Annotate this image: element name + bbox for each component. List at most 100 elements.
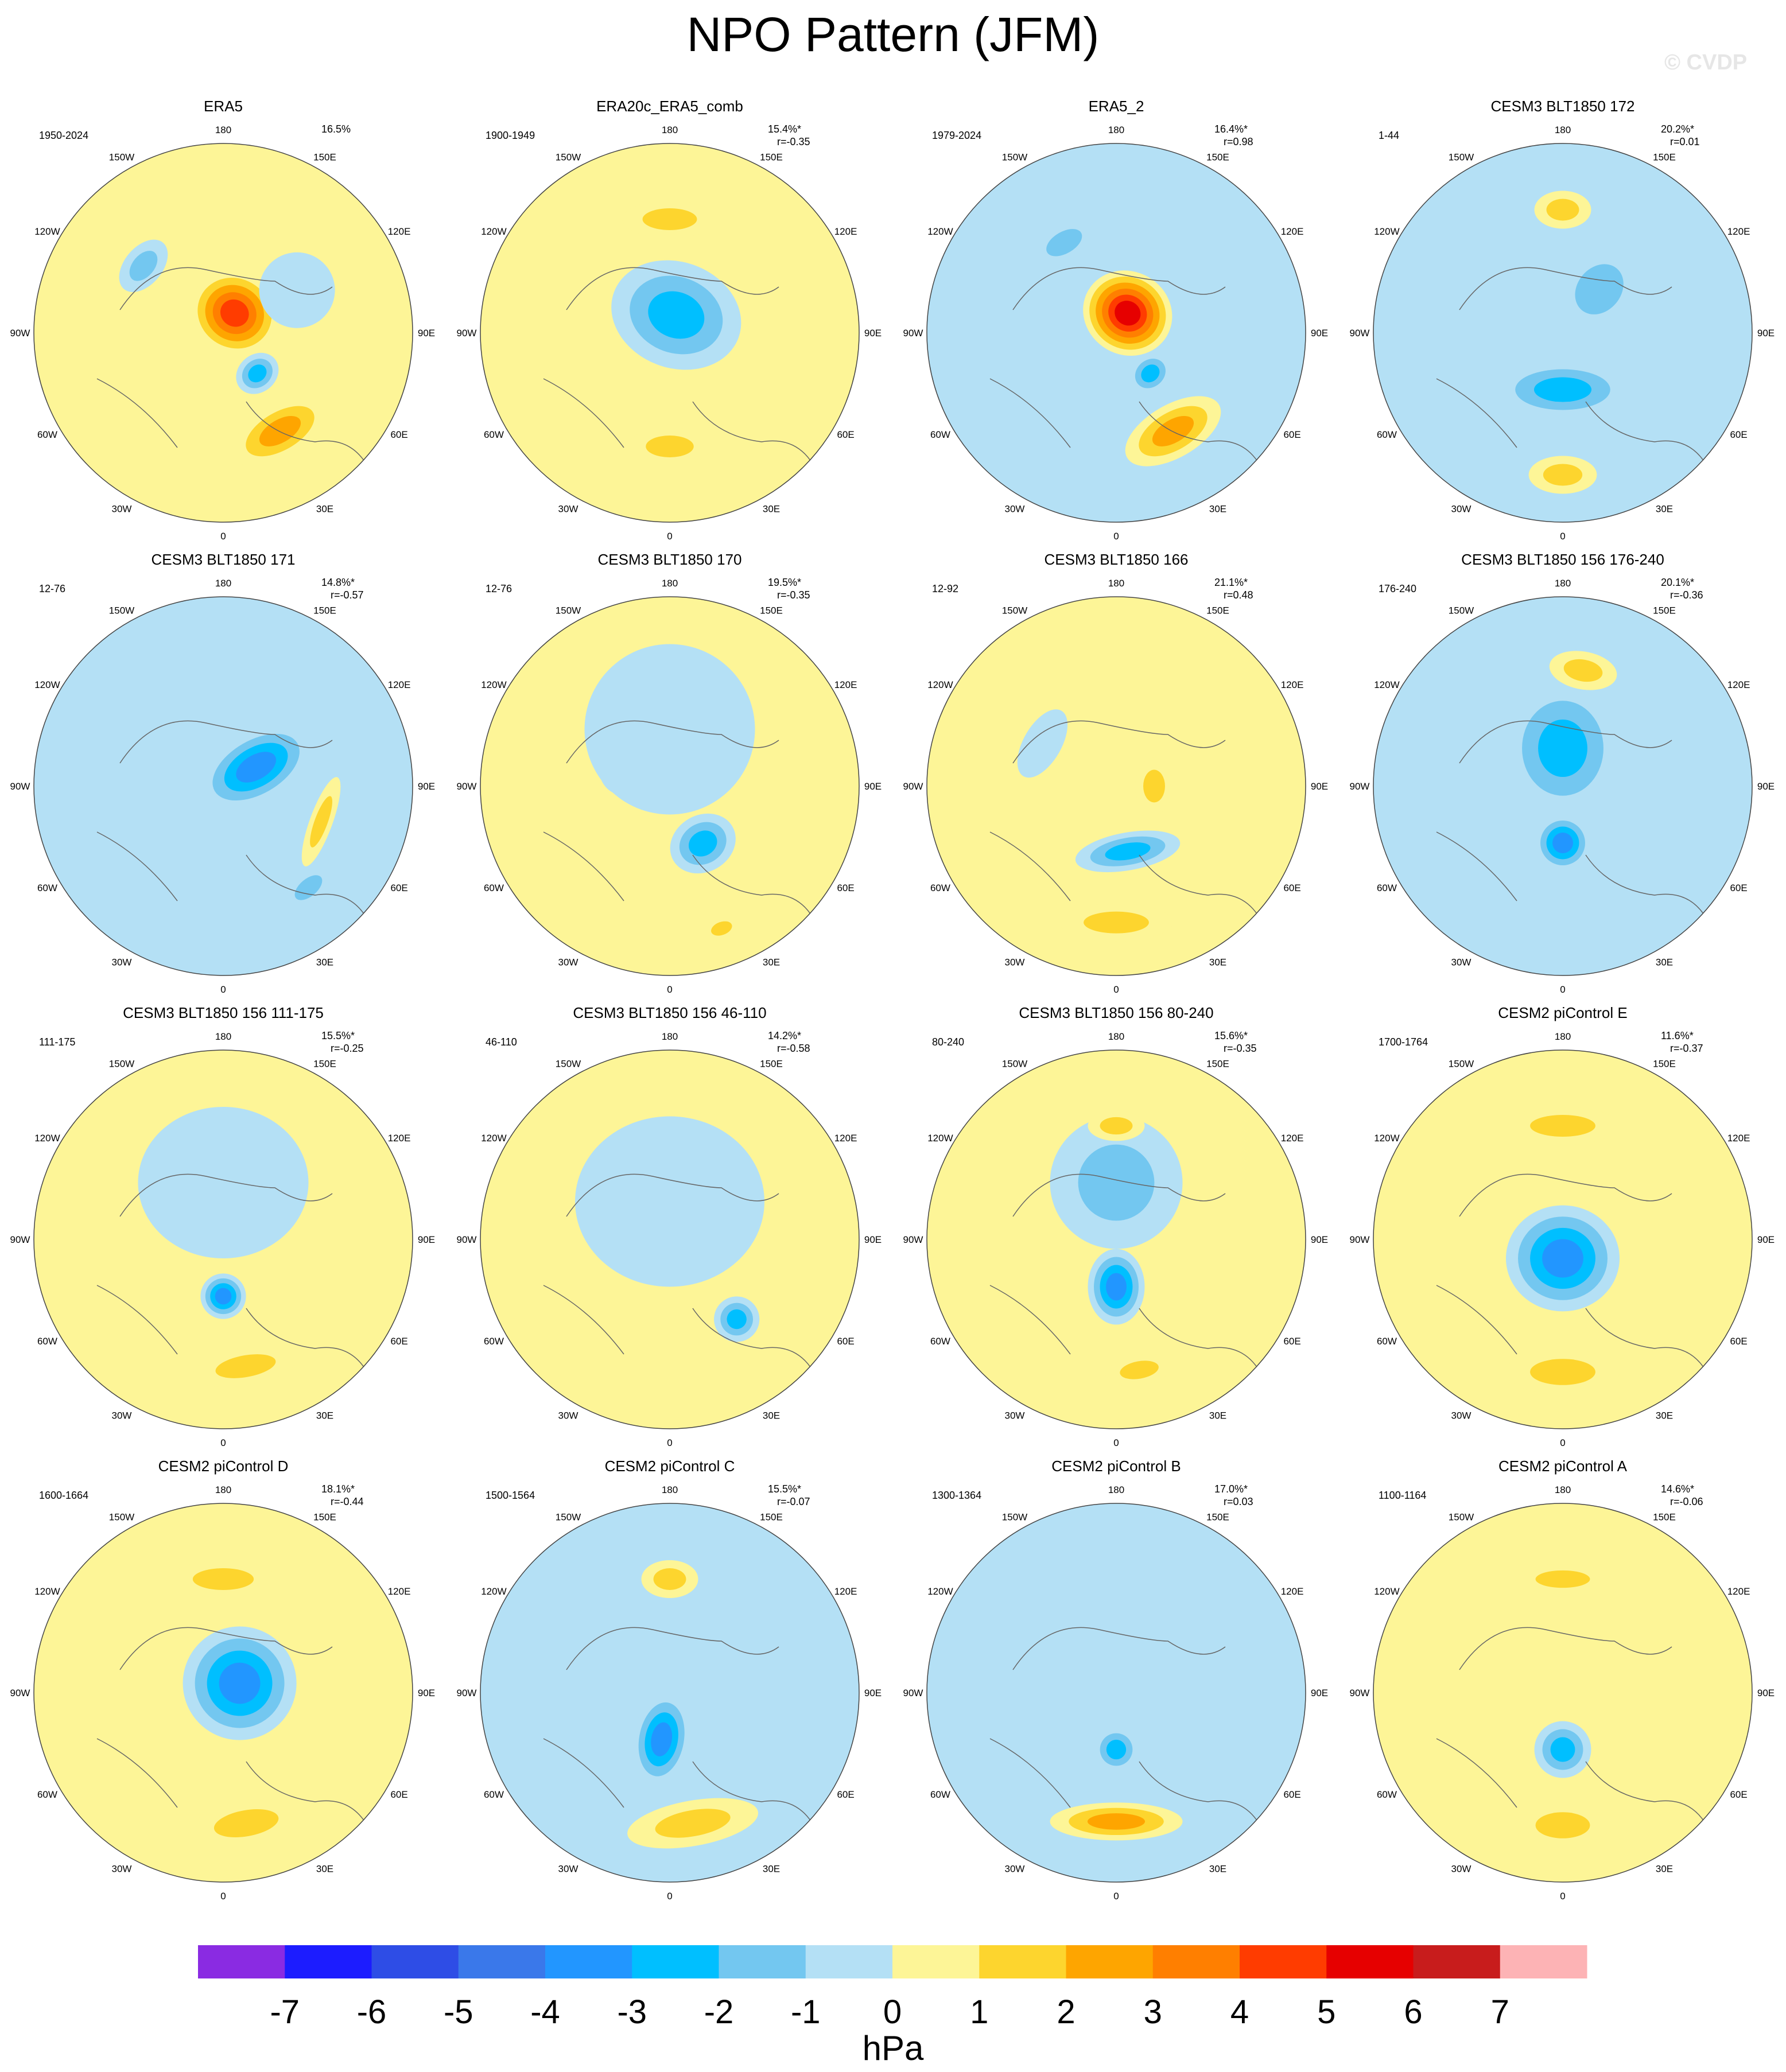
longitude-label: 150E (760, 1058, 783, 1069)
colorbar-tick-label: -2 (704, 1993, 734, 2031)
contour-blob (220, 299, 249, 327)
coastline (96, 720, 367, 919)
longitude-label: 150E (1653, 1058, 1676, 1069)
panel-years: 80-240 (932, 1036, 965, 1048)
map-boundary (480, 1503, 860, 1883)
longitude-label: 0 (667, 531, 672, 542)
panel-correlation: r=-0.58 (777, 1043, 810, 1054)
coastline (1436, 720, 1707, 919)
longitude-label: 90W (10, 328, 30, 339)
longitude-label: 120E (1281, 679, 1304, 690)
longitude-label: 90E (418, 1688, 435, 1698)
longitude-label: 150E (1206, 151, 1229, 162)
map-boundary (480, 596, 860, 976)
longitude-label: 0 (1560, 984, 1565, 995)
contour-blob (1530, 1115, 1595, 1137)
field-layer (34, 1503, 413, 1882)
coastline (543, 1173, 814, 1372)
panel-stats: 11.6%* r=-0.37 (1661, 1029, 1703, 1055)
contour-blob (236, 752, 277, 783)
colorbar-tick-label: -6 (357, 1993, 387, 2031)
longitude-label: 0 (1113, 984, 1119, 995)
longitude-label: 150W (556, 605, 581, 616)
map-boundary (926, 596, 1306, 976)
map-boundary (1373, 1049, 1753, 1429)
contour-blob (651, 1722, 673, 1756)
contour-blob (727, 1309, 747, 1329)
longitude-label: 150E (1206, 1511, 1229, 1522)
coastline (989, 1173, 1260, 1372)
longitude-label: 30E (1209, 957, 1226, 968)
panel-years: 1979-2024 (932, 130, 982, 141)
longitude-label: 150E (1206, 1058, 1229, 1069)
longitude-label: 0 (1560, 1891, 1565, 1902)
panel-title: CESM3 BLT1850 156 176-240 (1461, 551, 1664, 568)
longitude-label: 150W (1449, 151, 1474, 162)
contour-blob (1152, 415, 1194, 446)
map-panel: CESM3 BLT1850 166 12-92 21.1%* r=0.48 180 150… (893, 551, 1340, 1004)
panel-years: 12-76 (486, 583, 512, 594)
polar-map: 180 150E 120E 90E 60E 30E 0 30W 60W 90W 120W 150W (457, 578, 882, 995)
map-boundary (33, 596, 413, 976)
map-boundary (1373, 596, 1753, 976)
colorbar-bin (198, 1945, 285, 1978)
coastline (989, 720, 1260, 919)
longitude-label: 60W (930, 429, 950, 440)
colorbar-tick-label: 2 (1057, 1993, 1075, 2031)
panel-correlation: r=0.98 (1224, 136, 1253, 147)
contour-blob (655, 1809, 731, 1838)
colorbar-bin (545, 1945, 632, 1978)
longitude-label: 60E (1283, 429, 1300, 440)
panel-years: 1500-1564 (486, 1490, 535, 1501)
longitude-label: 180 (662, 125, 678, 135)
panel-stats: 17.0%* r=0.03 (1214, 1483, 1253, 1508)
longitude-label: 30W (112, 957, 132, 968)
longitude-label: 120E (1281, 226, 1304, 237)
longitude-label: 90W (10, 1688, 30, 1698)
field-layer (1373, 597, 1752, 975)
longitude-label: 30W (1451, 1864, 1471, 1875)
panel-stats: 16.4%* r=0.98 (1214, 123, 1253, 148)
colorbar-tick-label: 7 (1491, 1993, 1509, 2031)
map-boundary (480, 143, 860, 523)
panel-variance: 19.5%* (768, 577, 802, 588)
longitude-label: 90E (864, 328, 882, 339)
longitude-label: 60W (484, 883, 504, 893)
panel-years: 176-240 (1379, 583, 1417, 594)
map-panel: CESM3 BLT1850 170 12-76 19.5%* r=-0.35 180 15… (446, 551, 893, 1004)
longitude-label: 180 (215, 578, 231, 589)
panel-years: 111-175 (39, 1036, 76, 1048)
longitude-label: 90W (457, 781, 477, 792)
polar-map: 180 150E 120E 90E 60E 30E 0 30W 60W 90W 120W 150W (457, 125, 882, 542)
map-boundary (926, 1049, 1306, 1429)
polar-map: 180 150E 120E 90E 60E 30E 0 30W 60W 90W 120W 150W (903, 578, 1329, 995)
map-panel: CESM2 piControl D 1600-1664 18.1%* r=-0.44 1… (0, 1457, 446, 1911)
longitude-label: 0 (1113, 531, 1119, 542)
longitude-label: 90E (1311, 328, 1328, 339)
contour-blob (1046, 229, 1082, 256)
contour-blob (259, 415, 301, 446)
longitude-label: 60E (390, 1789, 407, 1800)
colorbar-bin (632, 1945, 719, 1978)
watermark: © CVDP (1664, 50, 1748, 75)
contour-blob (1115, 301, 1141, 326)
map-panel: ERA20c_ERA5_comb 1900-1949 15.4%* r=-0.35 18… (446, 98, 893, 551)
longitude-label: 90E (1311, 781, 1328, 792)
panel-title: CESM3 BLT1850 156 111-175 (123, 1004, 324, 1021)
longitude-label: 120E (1727, 226, 1750, 237)
longitude-label: 60W (1377, 1336, 1397, 1347)
longitude-label: 120W (927, 226, 953, 237)
contour-blob (1106, 1739, 1127, 1760)
longitude-label: 0 (220, 531, 226, 542)
colorbar-bin (805, 1945, 893, 1978)
panel-variance: 15.4%* (768, 123, 802, 135)
map-boundary (33, 1049, 413, 1429)
panel-years: 1300-1364 (932, 1490, 982, 1501)
panel-title: ERA20c_ERA5_comb (596, 98, 743, 115)
coastline (1436, 267, 1707, 465)
panel-years: 1950-2024 (39, 130, 89, 141)
longitude-label: 120E (1727, 1586, 1750, 1597)
longitude-label: 180 (1108, 125, 1124, 135)
panel-title: CESM3 BLT1850 156 46-110 (573, 1004, 767, 1021)
contour-blob (1543, 464, 1583, 486)
